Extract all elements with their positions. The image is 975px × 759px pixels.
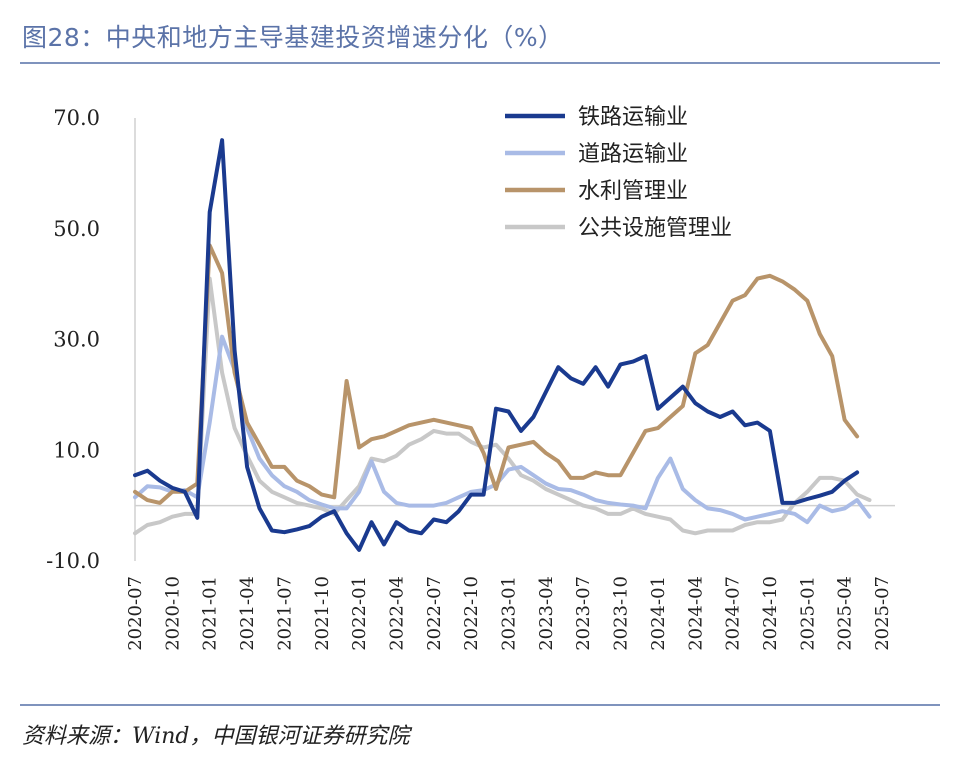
x-tick-label: 2025-01 [797,576,818,651]
x-tick-label: 2020-07 [125,576,146,651]
legend-label: 道路运输业 [578,142,688,167]
x-tick-label: 2025-04 [835,576,856,651]
x-tick-label: 2021-10 [312,576,333,651]
x-tick-label: 2025-07 [872,576,893,651]
x-tick-label: 2022-10 [461,576,482,651]
x-tick-label: 2023-01 [499,576,520,651]
legend-label: 公共设施管理业 [578,216,732,241]
x-tick-label: 2021-04 [237,576,258,651]
legend-label: 铁路运输业 [578,105,688,130]
x-tick-label: 2023-10 [611,576,632,651]
y-tick-label: 50.0 [53,217,100,241]
top-rule [20,62,940,64]
chart-axes: 70.0 50.0 30.0 10.0 -10.0 2020-07 2020-10 2021-… [46,106,895,651]
x-tick-label: 2021-07 [274,576,295,651]
x-tick-label: 2024-07 [723,576,744,651]
line-chart: 70.0 50.0 30.0 10.0 -10.0 2020-07 2020-10 2021-… [46,105,895,651]
x-tick-label: 2024-01 [648,576,669,651]
x-tick-label: 2023-07 [573,576,594,651]
chart-series-group [133,138,872,552]
x-tick-label: 2023-04 [536,576,557,651]
x-tick-label: 2020-10 [162,576,183,651]
y-tick-label: 10.0 [53,438,100,462]
legend-label: 水利管理业 [578,179,688,204]
series-line-2 [133,334,872,525]
x-tick-label: 2022-01 [349,576,370,651]
x-tick-label: 2024-04 [685,576,706,651]
source-note: 资料来源：Wind，中国银河证券研究院 [22,724,410,749]
bottom-rule [20,704,940,706]
y-tick-label: -10.0 [46,549,100,573]
x-tick-label: 2024-10 [760,576,781,651]
x-tick-label: 2021-01 [200,576,221,651]
series-line-3 [133,243,860,505]
series-line-4 [133,276,872,536]
series-line-1 [133,138,860,552]
chart-title: 图28：中央和地方主导基建投资增速分化（%） [22,23,564,52]
x-tick-label: 2022-04 [386,576,407,651]
x-tick-label: 2022-07 [424,576,445,651]
y-tick-label: 70.0 [53,106,100,130]
y-tick-label: 30.0 [53,328,100,352]
